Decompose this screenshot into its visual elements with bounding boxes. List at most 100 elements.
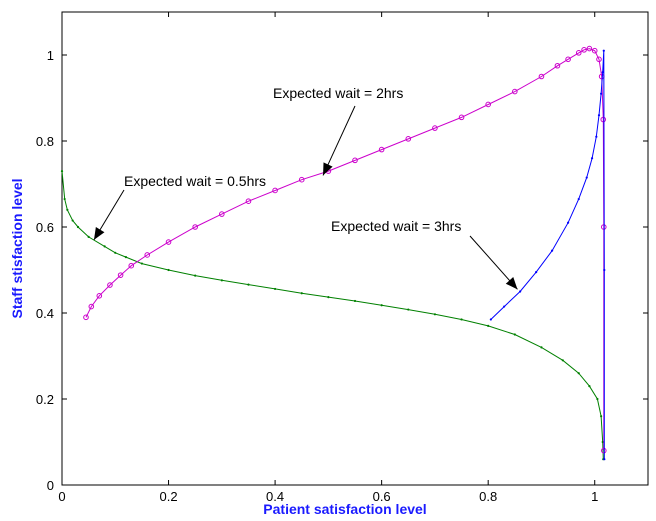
series-1-point <box>575 50 582 56</box>
x-tick-label: 0.6 <box>373 489 391 504</box>
series-0-point <box>327 295 330 299</box>
series-0-point <box>140 262 144 265</box>
series-0-point <box>433 313 437 316</box>
axis-ticks: 0 0.2 0.4 0.6 0.8 1 0 0.2 0.4 0.6 0.8 1 <box>36 12 648 504</box>
x-tick-label: 1 <box>591 489 598 504</box>
series-0-point <box>167 268 170 272</box>
series-0-point <box>540 346 543 349</box>
x-tick-label: 0.4 <box>266 489 284 504</box>
series-0-point <box>247 283 250 286</box>
series-1-line <box>85 48 605 451</box>
series-2-point <box>566 221 570 224</box>
series-1-point <box>581 47 587 53</box>
y-tick-label: 0.4 <box>36 306 54 321</box>
series-1 <box>83 45 607 454</box>
series-0-point <box>561 359 564 362</box>
series-2-point <box>503 305 506 308</box>
series-2-point <box>603 458 606 461</box>
y-tick-label: 0 <box>47 478 54 493</box>
series-2-point <box>601 71 604 74</box>
annotation-arrow-head <box>323 162 333 176</box>
x-tick-label: 0.2 <box>160 489 178 504</box>
series-1-point <box>600 447 607 454</box>
series-0-point <box>513 333 516 336</box>
series-0-point <box>300 292 303 295</box>
series-1-point <box>565 56 571 63</box>
series-2 <box>489 49 606 461</box>
series-2-point <box>602 49 605 52</box>
series-1-point <box>600 116 607 123</box>
x-axis-label: Patient satisfaction level <box>263 501 426 517</box>
series-2-point <box>519 290 522 293</box>
series-0-point <box>103 245 106 248</box>
series-0-line <box>61 171 604 460</box>
y-axis-label: Staff stisfaction level <box>9 178 25 318</box>
series-1-point <box>96 293 103 299</box>
series-0-point <box>353 299 357 303</box>
series-0-point <box>577 372 580 375</box>
series-0-point <box>60 170 64 173</box>
annotation-layer: Expected wait = 2hrs Expected wait = 0.5h… <box>93 85 518 290</box>
series-1-point <box>117 272 124 278</box>
series-2-point <box>600 92 603 95</box>
series-1-point <box>83 314 89 321</box>
x-tick-label: 0 <box>58 489 65 504</box>
annotation-label: Expected wait = 0.5hrs <box>124 173 266 189</box>
series-2-point <box>489 318 492 321</box>
series-0 <box>60 170 605 461</box>
series-2-point <box>590 157 594 160</box>
series-0-point <box>66 208 69 211</box>
x-tick-label: 0.8 <box>479 489 497 504</box>
series-1-point <box>586 45 593 52</box>
series-1-point <box>538 73 545 80</box>
series-1-point <box>144 252 151 258</box>
series-1-point <box>165 239 172 245</box>
series-2-point <box>551 249 554 252</box>
series-1-point <box>272 187 278 194</box>
y-tick-label: 1 <box>47 48 54 63</box>
series-0-point <box>76 225 80 229</box>
series-1-point <box>554 62 561 69</box>
series-1-point <box>88 303 95 310</box>
series-2-line <box>490 50 605 460</box>
series-0-point <box>124 256 128 259</box>
series-2-point <box>597 114 601 117</box>
series-2-point <box>585 176 588 179</box>
series-1-point <box>192 224 198 230</box>
annotation-arrow-head <box>505 277 518 290</box>
series-0-point <box>407 308 410 311</box>
y-tick-label: 0.2 <box>36 392 54 407</box>
series-0-point <box>273 287 277 291</box>
series-1-point <box>245 198 252 204</box>
series-2-point <box>595 135 598 138</box>
series-0-point <box>600 415 603 418</box>
series-0-point <box>220 279 223 282</box>
annotation-label: Expected wait = 2hrs <box>273 85 403 101</box>
series-0-point <box>596 397 599 401</box>
series-0-point <box>601 440 604 444</box>
annotation-arrow-head <box>93 227 105 240</box>
series-1-point <box>512 88 518 95</box>
annotation-arrow-line <box>322 105 356 176</box>
annotation-label: Expected wait = 3hrs <box>331 218 461 234</box>
series-1-point <box>405 136 412 142</box>
series-0-point <box>487 324 490 327</box>
series-1-point <box>219 211 225 217</box>
series-1-point <box>352 157 358 164</box>
series-1-point <box>298 176 305 183</box>
series-1-point <box>128 262 135 269</box>
series-0-point <box>588 385 591 388</box>
series-2-point <box>535 271 538 274</box>
series-2-point <box>603 268 606 272</box>
series-0-point <box>380 304 383 307</box>
series-1-point <box>591 47 598 54</box>
series-0-point <box>71 219 74 222</box>
series-1-point <box>378 146 385 153</box>
series-0-point <box>114 251 117 254</box>
series-0-point <box>460 318 463 321</box>
series-2-point <box>577 197 580 201</box>
series-1-point <box>485 101 491 108</box>
series-0-point <box>63 197 66 201</box>
series-0-point <box>194 274 197 277</box>
